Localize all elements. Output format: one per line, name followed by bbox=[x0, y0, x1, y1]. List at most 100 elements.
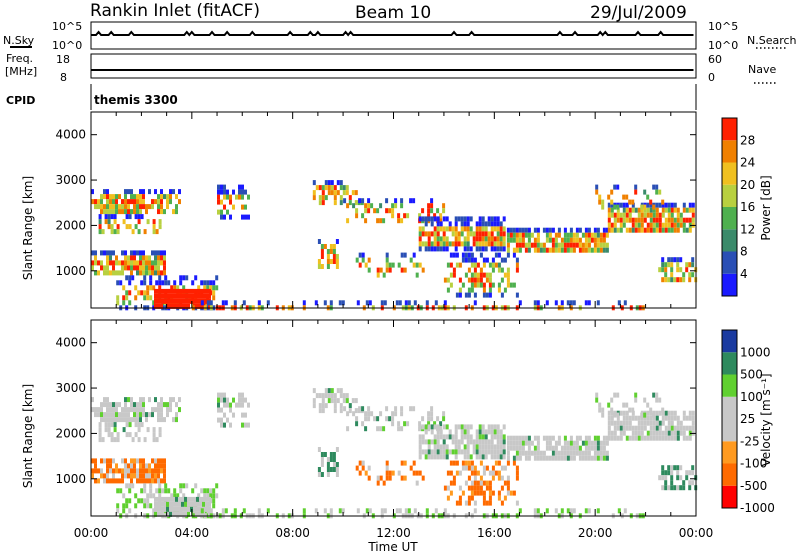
power-cell bbox=[436, 236, 440, 242]
power-cell bbox=[124, 255, 127, 261]
velocity-cell bbox=[142, 407, 145, 413]
power-cell bbox=[125, 224, 129, 230]
power-cell bbox=[476, 282, 480, 288]
power-cell bbox=[206, 300, 210, 306]
velocity-cell bbox=[151, 468, 154, 474]
velocity-cell bbox=[460, 434, 464, 440]
velocity-cell bbox=[339, 403, 343, 409]
power-cell bbox=[688, 272, 692, 278]
velocity-cell bbox=[433, 454, 437, 460]
power-cell bbox=[418, 262, 422, 268]
velocity-cell bbox=[676, 465, 680, 471]
power-cell bbox=[176, 285, 180, 291]
velocity-cell bbox=[472, 444, 476, 450]
velocity-cell bbox=[130, 402, 133, 408]
power-cell bbox=[478, 216, 482, 222]
velocity-cell bbox=[500, 465, 504, 471]
velocity-cell bbox=[640, 435, 644, 441]
velocity-cell bbox=[463, 424, 467, 430]
velocity-cell bbox=[584, 450, 588, 456]
velocity-cell bbox=[187, 506, 190, 512]
power-cell bbox=[106, 265, 109, 271]
velocity-cell bbox=[379, 411, 383, 417]
velocity-cell bbox=[140, 422, 144, 428]
power-cell bbox=[436, 241, 440, 247]
velocity-cell bbox=[634, 392, 638, 398]
velocity-cell bbox=[115, 407, 118, 413]
velocity-cell bbox=[518, 445, 522, 451]
power-cell bbox=[212, 285, 216, 291]
power-cell bbox=[226, 194, 229, 200]
power-cell bbox=[542, 227, 546, 233]
power-cell bbox=[661, 222, 665, 228]
velocity-cell bbox=[412, 470, 416, 476]
x-tick-label: 16:00 bbox=[477, 526, 512, 540]
velocity-cell bbox=[323, 452, 327, 457]
power-cell bbox=[667, 262, 671, 268]
power-cell bbox=[136, 209, 139, 215]
velocity-cell bbox=[104, 422, 108, 428]
power-cell bbox=[169, 199, 172, 205]
power-cell bbox=[413, 300, 417, 306]
velocity-cell bbox=[566, 445, 570, 451]
velocity-cell bbox=[203, 488, 207, 494]
power-cell bbox=[98, 224, 102, 230]
velocity-cell bbox=[452, 480, 456, 486]
power-cell bbox=[607, 194, 611, 200]
power-cell bbox=[169, 189, 172, 195]
power-cell bbox=[649, 222, 653, 228]
nsky-strip: N.Sky 10^5 10^0 10^5 10^0 N.Search bbox=[3, 20, 797, 52]
velocity-cell bbox=[590, 455, 594, 461]
velocity-cell bbox=[670, 410, 674, 416]
y-tick-label: 4000 bbox=[55, 128, 86, 142]
velocity-cell bbox=[196, 511, 199, 517]
velocity-cell bbox=[682, 485, 686, 491]
power-cell bbox=[487, 216, 491, 222]
velocity-cell bbox=[503, 495, 507, 501]
velocity-cell bbox=[154, 496, 157, 502]
power-cell bbox=[145, 255, 148, 261]
velocity-cell bbox=[355, 416, 359, 422]
power-cell bbox=[590, 247, 594, 253]
power-cell bbox=[560, 300, 564, 306]
power-cell bbox=[652, 184, 656, 190]
velocity-cell bbox=[560, 508, 564, 514]
velocity-cell bbox=[376, 416, 380, 422]
power-cell bbox=[136, 204, 139, 210]
velocity-cell bbox=[655, 420, 659, 426]
power-cell bbox=[94, 255, 97, 261]
velocity-cell bbox=[202, 511, 205, 517]
velocity-cell bbox=[467, 485, 471, 491]
power-cell bbox=[646, 212, 650, 218]
velocity-cell bbox=[596, 450, 600, 456]
power-cell bbox=[466, 231, 470, 237]
power-cell bbox=[368, 300, 372, 306]
velocity-cell bbox=[496, 439, 500, 445]
velocity-cell bbox=[569, 508, 573, 514]
velocity-cell bbox=[488, 495, 492, 501]
power-cell bbox=[445, 236, 449, 242]
power-cell bbox=[385, 262, 389, 268]
velocity-cell bbox=[336, 388, 340, 394]
velocity-cell bbox=[94, 412, 97, 418]
power-cell bbox=[488, 282, 492, 288]
power-cell bbox=[658, 212, 662, 218]
power-cell bbox=[118, 270, 121, 276]
power-cell bbox=[163, 293, 166, 299]
power-cell bbox=[202, 303, 205, 309]
power-cell bbox=[463, 221, 467, 227]
power-cell bbox=[130, 250, 133, 256]
power-cell bbox=[427, 216, 431, 222]
velocity-cell bbox=[163, 501, 166, 507]
velocity-cell bbox=[158, 493, 162, 499]
velocity-cell bbox=[152, 437, 156, 443]
power-cell bbox=[133, 199, 136, 205]
velocity-cell bbox=[688, 435, 692, 441]
velocity-cell bbox=[481, 434, 485, 440]
power-cell bbox=[424, 221, 428, 227]
power-cell bbox=[566, 237, 570, 243]
power-cell bbox=[482, 282, 486, 288]
power-cell bbox=[481, 246, 485, 252]
power-cell bbox=[478, 236, 482, 242]
velocity-cell bbox=[229, 402, 232, 408]
